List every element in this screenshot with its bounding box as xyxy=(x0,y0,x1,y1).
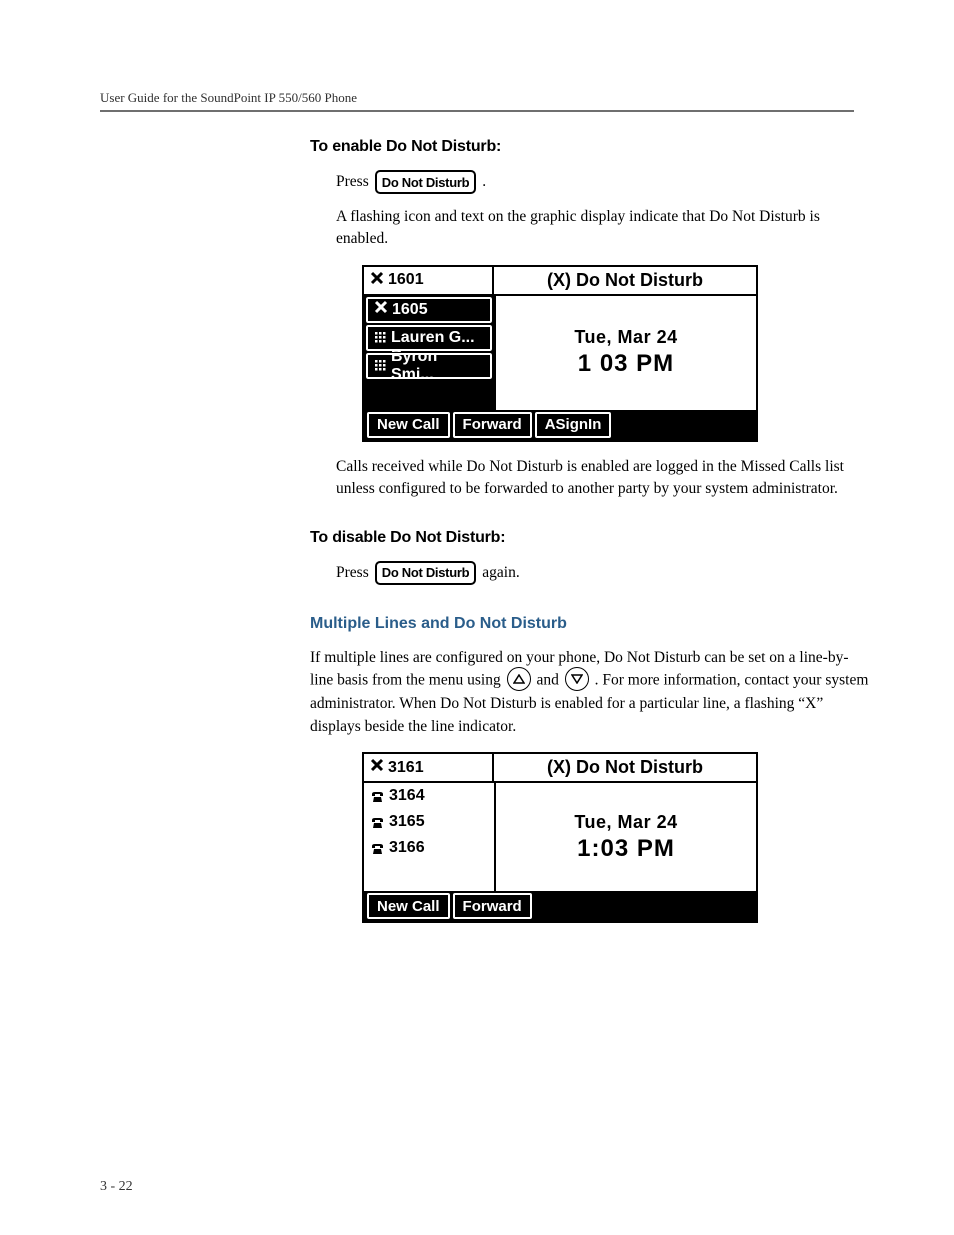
pd1-top-row: 1601 (X) Do Not Disturb xyxy=(364,267,756,296)
pd1-line2: 1605 xyxy=(366,297,492,323)
pd2-left-col: 3164 3165 3166 xyxy=(364,783,494,891)
press-enable-line: Press Do Not Disturb . xyxy=(336,170,870,194)
pd1-sk-asignin[interactable]: ASignIn xyxy=(535,412,612,438)
phone-icon xyxy=(370,790,385,802)
pd1-middle: 1605 Lauren G... xyxy=(364,296,756,410)
arrow-up-key[interactable] xyxy=(507,667,531,691)
phone-icon xyxy=(370,816,385,828)
pd2-line3-label: 3165 xyxy=(389,813,425,831)
pd2-softkeys: New Call Forward xyxy=(364,891,756,921)
pd1-sk-newcall[interactable]: New Call xyxy=(367,412,450,438)
enable-explain: A flashing icon and text on the graphic … xyxy=(336,206,870,251)
do-not-disturb-key[interactable]: Do Not Disturb xyxy=(375,561,477,585)
pd1-left-col: 1605 Lauren G... xyxy=(364,296,494,410)
content-column: To enable Do Not Disturb: Press Do Not D… xyxy=(310,138,870,923)
pd2-middle: 3164 3165 3166 xyxy=(364,783,756,891)
pd2-line1-label: 3161 xyxy=(388,759,424,777)
x-icon xyxy=(370,758,384,777)
heading-multiple-lines: Multiple Lines and Do Not Disturb xyxy=(310,615,870,633)
pd2-status: (X) Do Not Disturb xyxy=(494,754,756,781)
pd2-time: 1:03 PM xyxy=(577,835,675,863)
pd1-line1-label: 1601 xyxy=(388,271,424,289)
arrow-down-key[interactable] xyxy=(565,667,589,691)
pd-filler xyxy=(364,861,494,891)
pd1-line4: Byron Smi... xyxy=(366,353,492,379)
pd2-line2: 3164 xyxy=(364,783,494,809)
multiple-lines-paragraph: If multiple lines are configured on your… xyxy=(310,647,870,738)
again-label: again. xyxy=(482,564,519,582)
dialpad-icon xyxy=(374,331,387,344)
pd1-time: 1 03 PM xyxy=(578,350,674,378)
phone-display-2: 3161 (X) Do Not Disturb 3164 xyxy=(362,752,758,923)
ml-text-b: and xyxy=(536,672,562,689)
page-number: 3 - 22 xyxy=(100,1179,133,1195)
pd1-line4-label: Byron Smi... xyxy=(391,348,484,384)
header-rule xyxy=(100,110,854,112)
pd2-line2-label: 3164 xyxy=(389,787,425,805)
pd1-main: Tue, Mar 24 1 03 PM xyxy=(494,296,756,410)
pd1-softkeys: New Call Forward ASignIn xyxy=(364,410,756,440)
pd-spacer xyxy=(535,893,753,919)
heading-enable-dnd: To enable Do Not Disturb: xyxy=(310,138,870,156)
pd1-sk-forward[interactable]: Forward xyxy=(453,412,532,438)
pd2-line3: 3165 xyxy=(364,809,494,835)
pd1-line1: 1601 xyxy=(364,267,494,294)
x-icon xyxy=(374,300,388,319)
dialpad-icon xyxy=(374,359,387,372)
period: . xyxy=(482,173,486,191)
phone-display-1: 1601 (X) Do Not Disturb 1605 xyxy=(362,265,758,442)
page: User Guide for the SoundPoint IP 550/560… xyxy=(0,0,954,1235)
press-label: Press xyxy=(336,173,369,191)
pd2-sk-newcall[interactable]: New Call xyxy=(367,893,450,919)
pd1-line2-label: 1605 xyxy=(392,301,428,319)
pd2-date: Tue, Mar 24 xyxy=(574,812,677,833)
pd1-date: Tue, Mar 24 xyxy=(574,327,677,348)
press-disable-line: Press Do Not Disturb again. xyxy=(336,561,870,585)
pd2-line4-label: 3166 xyxy=(389,839,425,857)
pd2-main: Tue, Mar 24 1:03 PM xyxy=(494,783,756,891)
pd1-status: (X) Do Not Disturb xyxy=(494,267,756,294)
pd-spacer xyxy=(614,412,753,438)
phone-icon xyxy=(370,842,385,854)
missed-calls-note: Calls received while Do Not Disturb is e… xyxy=(336,456,870,501)
pd2-line4: 3166 xyxy=(364,835,494,861)
pd2-sk-forward[interactable]: Forward xyxy=(453,893,532,919)
pd1-line3-label: Lauren G... xyxy=(391,329,475,347)
heading-disable-dnd: To disable Do Not Disturb: xyxy=(310,529,870,547)
do-not-disturb-key[interactable]: Do Not Disturb xyxy=(375,170,477,194)
pd2-line1: 3161 xyxy=(364,754,494,781)
press-label: Press xyxy=(336,564,369,582)
pd2-top-row: 3161 (X) Do Not Disturb xyxy=(364,754,756,783)
x-icon xyxy=(370,271,384,290)
running-header: User Guide for the SoundPoint IP 550/560… xyxy=(100,90,854,106)
